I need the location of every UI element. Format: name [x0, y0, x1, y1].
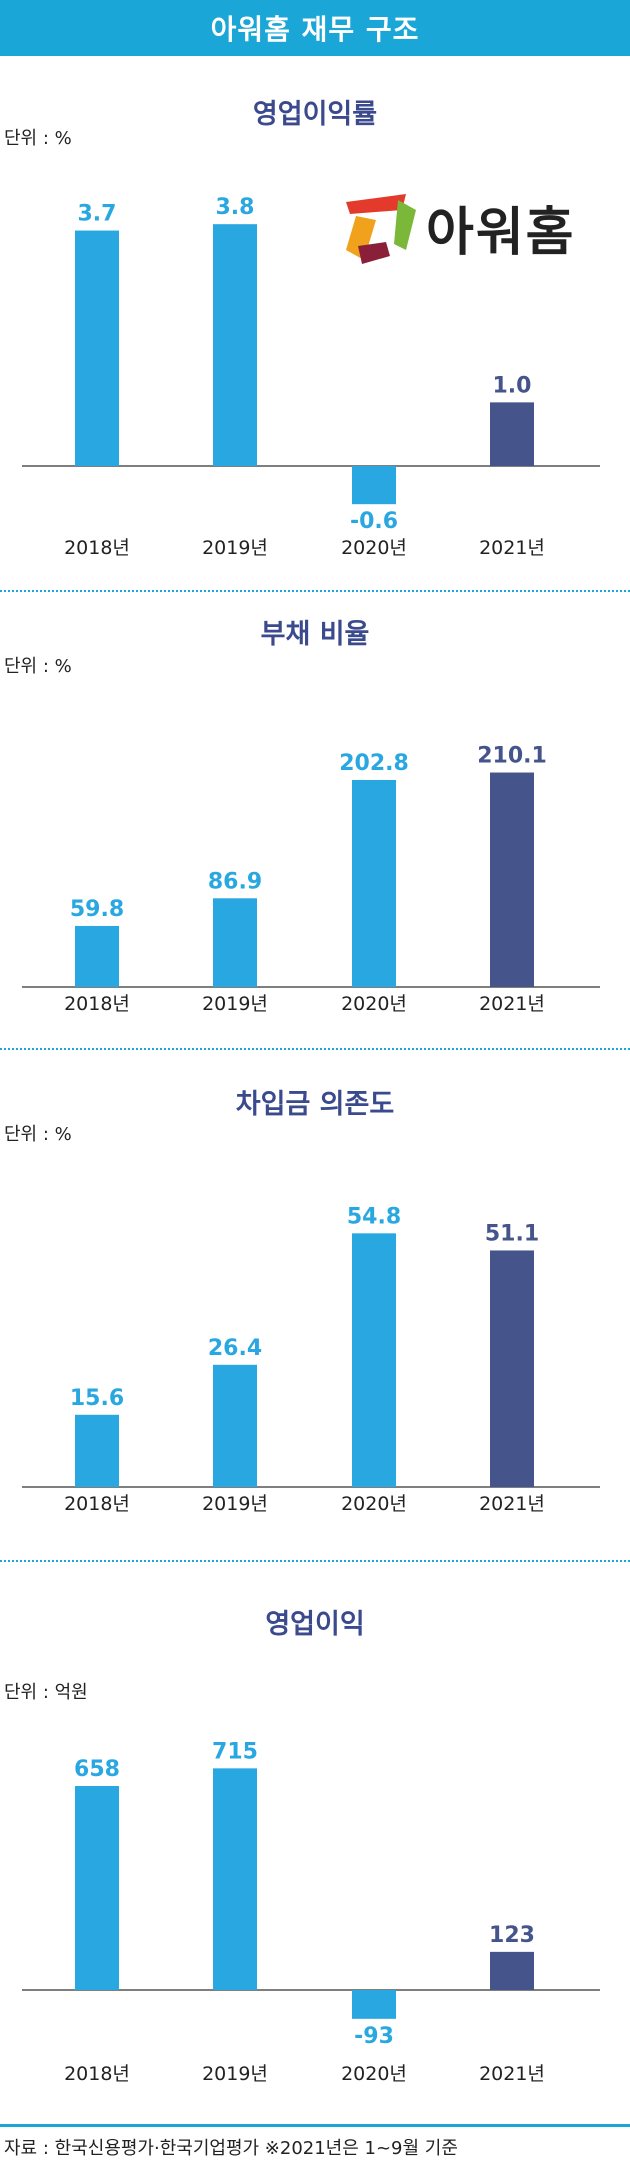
bar: [352, 466, 396, 505]
chart-unit: 단위 : %: [4, 656, 72, 677]
page-header: 아워홈 재무 구조: [0, 0, 630, 56]
chart-svg: 15.6 2018년 26.4 2019년 54.8 2020년 51.1 2021년: [22, 1204, 600, 1515]
bar: [75, 230, 119, 466]
data-label: 86.9: [208, 869, 262, 894]
bar: [490, 402, 534, 466]
x-tick-label: 2018년: [64, 993, 130, 1015]
section-divider: [0, 1048, 630, 1050]
page-title: 아워홈 재무 구조: [210, 13, 420, 46]
section-divider: [0, 1560, 630, 1562]
bar: [352, 1233, 396, 1487]
data-label: 54.8: [347, 1204, 401, 1229]
x-tick-label: 2018년: [64, 537, 130, 559]
bar: [75, 1414, 119, 1487]
data-label: -0.6: [350, 509, 398, 534]
data-label: 123: [489, 1923, 535, 1948]
chart-title: 차입금 의존도: [235, 1089, 395, 1120]
x-tick-label: 2020년: [341, 2063, 407, 2085]
footer-line: [0, 2124, 630, 2127]
x-tick-label: 2019년: [202, 1493, 268, 1515]
chart-unit: 단위 : 억원: [4, 1682, 88, 1703]
data-label: 26.4: [208, 1336, 262, 1361]
bar: [490, 772, 534, 987]
data-label: -93: [354, 2024, 394, 2049]
data-label: 51.1: [485, 1221, 539, 1246]
data-label: 15.6: [70, 1386, 124, 1411]
data-label: 59.8: [70, 897, 124, 922]
chart-svg: 3.7 2018년 3.8 2019년 -0.6 2020년 1.0 2021년: [22, 195, 600, 559]
bar: [213, 1768, 257, 1990]
chart-debt-ratio: 부채 비율 단위 : % 59.8 2018년 86.9 2019년 202.8 2020…: [0, 592, 630, 1032]
bar: [213, 898, 257, 987]
chart-title: 영업이익률: [252, 99, 378, 130]
logo-mark-icon: [346, 194, 416, 264]
data-label: 202.8: [339, 751, 409, 776]
source-note: 자료 : 한국신용평가·한국기업평가 ※2021년은 1~9월 기준: [4, 2138, 458, 2159]
bar: [352, 779, 396, 987]
chart-svg: 658 2018년 715 2019년 -93 2020년 123 2021년: [22, 1739, 600, 2085]
bar: [75, 925, 119, 987]
x-tick-label: 2019년: [202, 537, 268, 559]
section-divider: [0, 590, 630, 592]
data-label: 1.0: [493, 373, 532, 398]
chart-svg: 59.8 2018년 86.9 2019년 202.8 2020년 210.1 2021년: [22, 744, 600, 1015]
chart-unit: 단위 : %: [4, 1124, 72, 1145]
x-tick-label: 2018년: [64, 2063, 130, 2085]
x-tick-label: 2021년: [479, 1493, 545, 1515]
x-tick-label: 2020년: [341, 1493, 407, 1515]
chart-unit: 단위 : %: [4, 128, 72, 149]
bar: [213, 224, 257, 466]
logo-text: 아워홈: [426, 203, 576, 263]
x-tick-label: 2021년: [479, 2063, 545, 2085]
x-tick-label: 2019년: [202, 993, 268, 1015]
chart-operating-profit: 영업이익 단위 : 억원 658 2018년 715 2019년 -93 2020년 123…: [0, 1562, 630, 2122]
x-tick-label: 2020년: [341, 537, 407, 559]
data-label: 3.8: [216, 195, 255, 220]
bar: [75, 1786, 119, 1990]
bar: [213, 1364, 257, 1487]
x-tick-label: 2018년: [64, 1493, 130, 1515]
x-tick-label: 2020년: [341, 993, 407, 1015]
chart-borrowing-dependency: 차입금 의존도 단위 : % 15.6 2018년 26.4 2019년 54.8 202…: [0, 1050, 630, 1550]
ourhome-logo: 아워홈: [336, 180, 596, 270]
bar: [352, 1990, 396, 2019]
x-tick-label: 2021년: [479, 993, 545, 1015]
bar: [490, 1250, 534, 1487]
x-tick-label: 2021년: [479, 537, 545, 559]
x-tick-label: 2019년: [202, 2063, 268, 2085]
data-label: 658: [74, 1757, 120, 1782]
chart-title: 부채 비율: [260, 619, 370, 650]
data-label: 715: [212, 1739, 258, 1764]
data-label: 3.7: [78, 202, 117, 227]
data-label: 210.1: [477, 744, 547, 769]
chart-title: 영업이익: [265, 1609, 365, 1640]
bar: [490, 1951, 534, 1990]
chart-operating-margin: 영업이익률 단위 : % 3.7 2018년 3.8 2019년 -0.6 2020년 1.…: [0, 56, 630, 586]
